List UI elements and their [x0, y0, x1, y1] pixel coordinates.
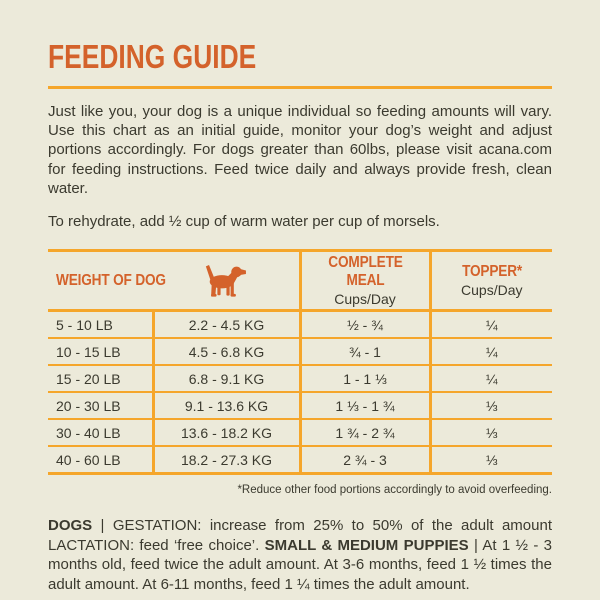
topper-header: TOPPER* Cups/Day [428, 250, 552, 313]
page-title: FEEDING GUIDE [48, 38, 257, 75]
intro-paragraph: Just like you, your dog is a unique indi… [48, 103, 552, 197]
table-row: 20 - 30 LB 9.1 - 13.6 KG 1 ⅓ - 1 ¾ ⅓ [48, 391, 552, 420]
weight-of-dog-label: WEIGHT OF DOG [56, 271, 166, 289]
weight-kg-cell: 2.2 - 4.5 KG [151, 310, 300, 339]
table-row: 10 - 15 LB 4.5 - 6.8 KG ¾ - 1 ¼ [48, 337, 552, 366]
meal-cups-cell: 1 ⅓ - 1 ¾ [298, 391, 430, 420]
complete-meal-header: COMPLETE MEAL Cups/Day [298, 250, 430, 313]
weight-lb-cell: 5 - 10 LB [56, 316, 113, 333]
rehydrate-note: To rehydrate, add ½ cup of warm water pe… [48, 212, 440, 230]
feeding-notes: DOGS | GESTATION: increase from 25% to 5… [48, 516, 552, 594]
meal-cups-cell: 1 ¾ - 2 ¾ [298, 418, 430, 447]
weight-of-dog-header: WEIGHT OF DOG [48, 250, 300, 313]
table-header-row: WEIGHT OF DOG [48, 250, 552, 313]
dog-silhouette-icon [201, 261, 247, 301]
weight-lb-cell: 30 - 40 LB [48, 418, 153, 447]
table-row: 15 - 20 LB 6.8 - 9.1 KG 1 - 1 ⅓ ¼ [48, 364, 552, 393]
puppies-text: | At 1 ½ - 3 months old, feed twice the … [48, 536, 552, 593]
weight-kg-cell: 13.6 - 18.2 KG [151, 418, 300, 447]
weight-lb-cell: 40 - 60 LB [48, 445, 153, 474]
weight-kg-cell: 9.1 - 13.6 KG [151, 391, 300, 420]
table-row: 30 - 40 LB 13.6 - 18.2 KG 1 ¾ - 2 ¾ ⅓ [48, 418, 552, 447]
topper-cups-cell: ¼ [428, 337, 552, 366]
meal-cups-cell: ¾ - 1 [298, 337, 430, 366]
topper-cups-cell: ⅓ [428, 445, 552, 474]
weight-kg-cell: 6.8 - 9.1 KG [151, 364, 300, 393]
title-underline [48, 86, 552, 89]
complete-meal-label: COMPLETE MEAL [327, 254, 403, 290]
puppies-label: SMALL & MEDIUM PUPPIES [264, 536, 469, 554]
weight-lb-cell: 15 - 20 LB [48, 364, 153, 393]
weight-lb-cell: 20 - 30 LB [48, 391, 153, 420]
dogs-text: | GESTATION: increase from 25% to 50% of… [48, 517, 552, 554]
table-row: 5 - 10 LB 2.2 - 4.5 KG ½ - ¾ ¼ [48, 310, 552, 339]
topper-label: TOPPER* [461, 263, 522, 281]
weight-kg-cell: 18.2 - 27.3 KG [151, 445, 300, 474]
dogs-label: DOGS [48, 517, 93, 535]
weight-lb-cell: 10 - 15 LB [48, 337, 153, 366]
topper-cups-cell: ¼ [428, 364, 552, 393]
topper-cups-cell: ⅓ [428, 391, 552, 420]
topper-cups-cell: ¼ [428, 310, 552, 339]
meal-cups-cell: ½ - ¾ [298, 310, 430, 339]
weight-kg-cell: 4.5 - 6.8 KG [151, 337, 300, 366]
meal-cups-cell: 1 - 1 ⅓ [298, 364, 430, 393]
feeding-table: WEIGHT OF DOG [48, 249, 552, 476]
complete-meal-units: Cups/Day [334, 291, 396, 308]
meal-cups-cell: 2 ¾ - 3 [298, 445, 430, 474]
topper-units: Cups/Day [461, 282, 523, 299]
table-footnote: *Reduce other food portions accordingly … [237, 484, 552, 497]
table-row: 40 - 60 LB 18.2 - 27.3 KG 2 ¾ - 3 ⅓ [48, 445, 552, 474]
topper-cups-cell: ⅓ [428, 418, 552, 447]
